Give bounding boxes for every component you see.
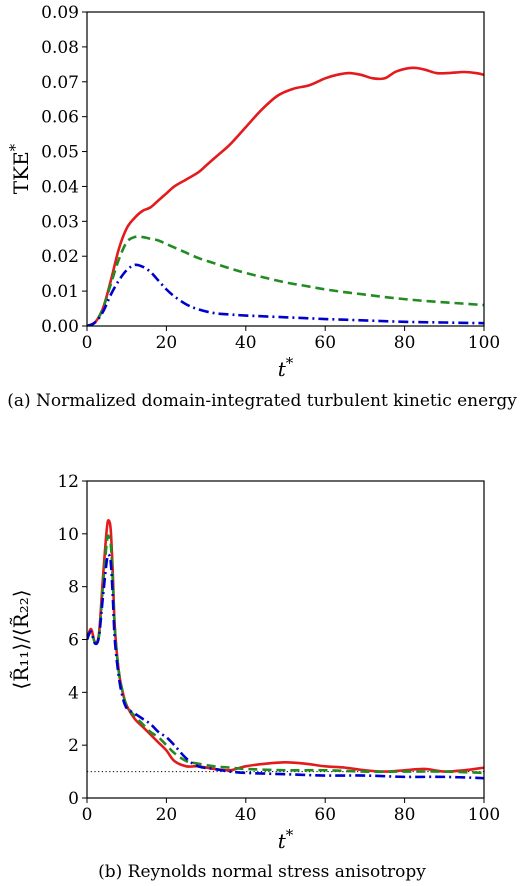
plot-frame <box>86 480 485 799</box>
x-tick-label: 40 <box>235 333 257 353</box>
y-tick-label: 0.04 <box>41 177 79 197</box>
y-tick-label: 0.00 <box>41 317 79 337</box>
y-axis-label: TKE* <box>6 143 33 194</box>
x-tick-label: 80 <box>394 805 416 825</box>
x-tick-label: 80 <box>394 333 416 353</box>
y-tick-label: 0.01 <box>41 282 79 302</box>
x-axis-label: t* <box>278 354 294 381</box>
y-tick-label: 0.09 <box>41 3 79 23</box>
plot-frame <box>86 11 485 327</box>
chart-panel-b: 0 20 40 60 80 100 0 2 4 6 8 10 12 t* ⟨R̃₁₁⟩/⟨R̃₂₂⟩ (b) … <box>9 472 500 882</box>
y-tick-label: 0.07 <box>41 73 79 93</box>
x-tick-label: 100 <box>468 805 500 825</box>
x-tick-label: 60 <box>314 805 336 825</box>
series-group <box>87 66 484 326</box>
y-tick-label: 10 <box>57 525 79 545</box>
y-tick-label: 2 <box>68 736 79 756</box>
chart-panel-a: 0 20 40 60 80 100 0.00 0.01 0.02 0.03 0.04 0.05 0.06… <box>6 3 517 411</box>
y-axis-label: ⟨R̃₁₁⟩/⟨R̃₂₂⟩ <box>9 589 33 689</box>
x-tick-label: 20 <box>156 805 178 825</box>
chart-caption: (a) Normalized domain-integrated turbule… <box>7 391 517 411</box>
x-tick-label: 20 <box>156 333 178 353</box>
x-tick-label: 0 <box>82 805 93 825</box>
series-line-3 <box>87 263 484 326</box>
chart-caption: (b) Reynolds normal stress anisotropy <box>98 862 426 882</box>
y-tick-label: 0.05 <box>41 143 79 163</box>
x-tick-label: 0 <box>82 333 93 353</box>
series-line-2 <box>87 235 484 326</box>
y-tick-label: 0.08 <box>41 38 79 58</box>
y-tick-label: 0.03 <box>41 212 79 232</box>
y-tick-label: 6 <box>68 631 79 651</box>
x-axis-label: t* <box>278 826 294 853</box>
y-tick-label: 0.02 <box>41 247 79 267</box>
series-line-1 <box>87 519 484 773</box>
x-tick-label: 40 <box>235 805 257 825</box>
y-tick-label: 0.06 <box>41 108 79 128</box>
x-tick-label: 100 <box>468 333 500 353</box>
x-tick-label: 60 <box>314 333 336 353</box>
y-tick-label: 8 <box>68 578 79 598</box>
series-group <box>87 519 484 780</box>
y-tick-label: 4 <box>68 683 79 703</box>
series-line-3 <box>87 553 484 780</box>
series-line-2 <box>87 534 484 775</box>
y-tick-label: 0 <box>68 789 79 809</box>
series-line-1 <box>87 66 484 326</box>
y-tick-label: 12 <box>57 472 79 492</box>
